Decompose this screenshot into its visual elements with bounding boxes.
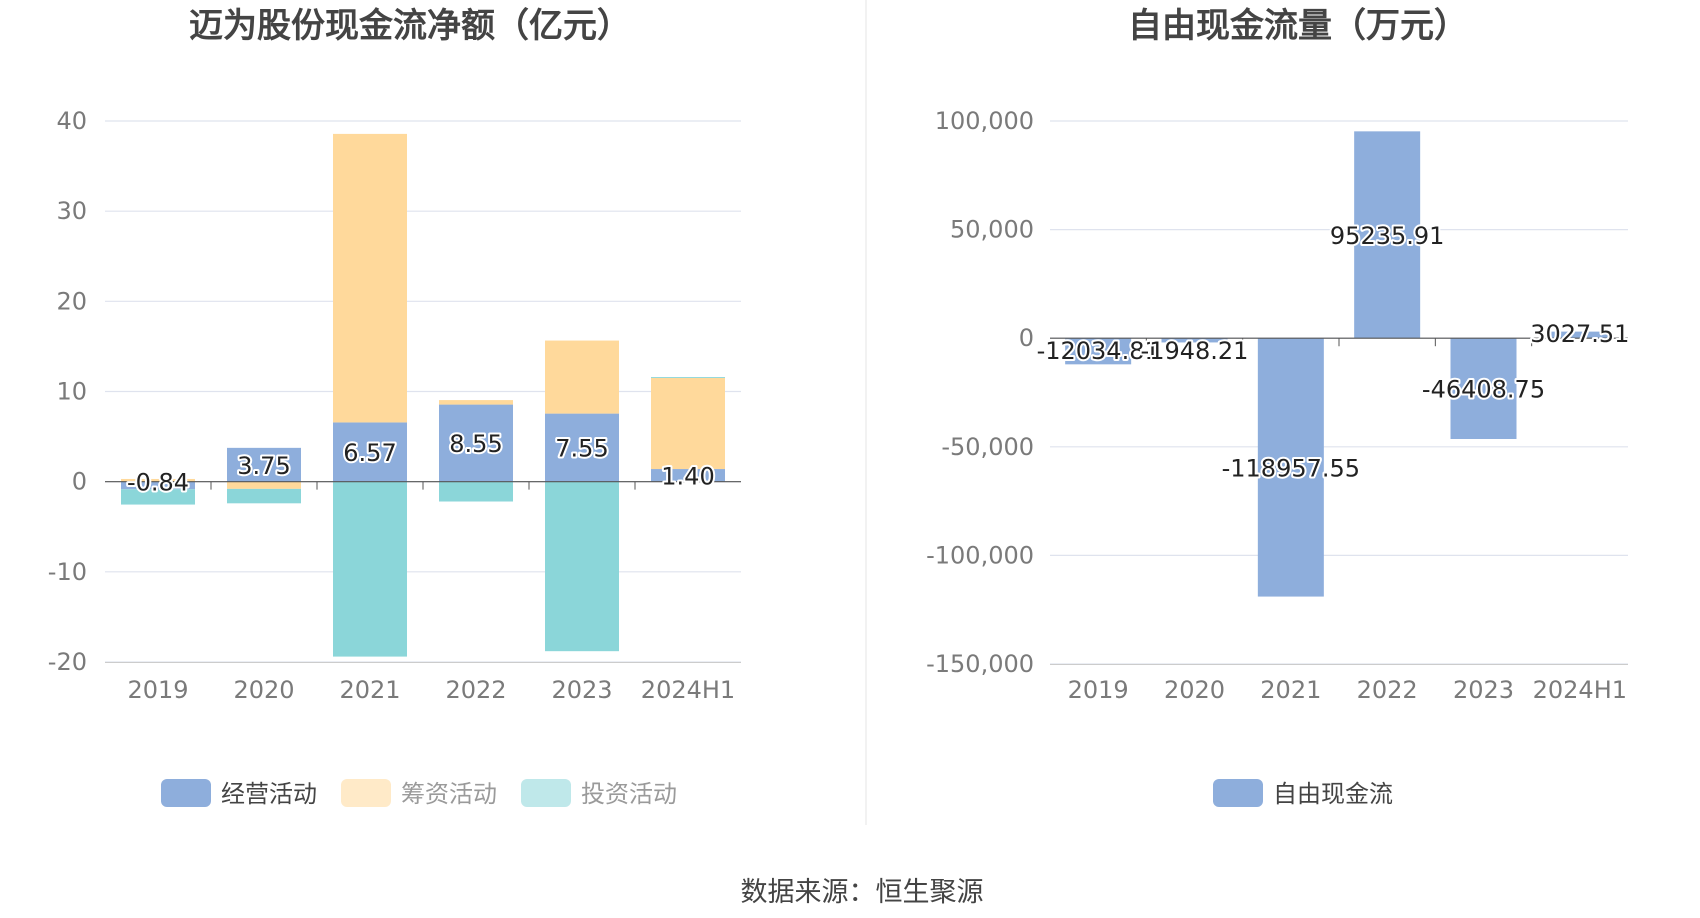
legend-swatch <box>521 779 571 807</box>
bar-2022-筹资活动 <box>439 400 513 405</box>
data-source-label: 数据来源：恒生聚源 <box>741 877 984 908</box>
data-labels: -12034.81-1948.21 -118957.55 95235.91 -4640… <box>1035 220 1632 485</box>
bar-2019-自由现金流 <box>1065 338 1132 365</box>
bar-2021-自由现金流 <box>1257 338 1324 597</box>
bar-2023-投资活动 <box>545 481 619 652</box>
x-tick-label: 2022 <box>445 676 506 704</box>
legend-swatch <box>341 779 391 807</box>
data-label: -118957.55 <box>1222 454 1360 482</box>
bar-2021-经营活动 <box>333 422 407 482</box>
x-tick-label: 2024H1 <box>641 676 735 704</box>
y-tick-label: 20 <box>56 287 87 315</box>
data-label: 7.55 <box>555 435 608 463</box>
free-cash-flow-chart: 自由现金流量（万元） 100,000 50,000 0 -50,000 -100,000… <box>926 6 1632 808</box>
bar-2024H1-筹资活动 <box>651 377 725 470</box>
bar-2021-投资活动 <box>333 481 407 657</box>
data-label: 3027.51 <box>1530 320 1629 348</box>
bar-2021-筹资活动 <box>333 133 407 423</box>
bar-2023-自由现金流 <box>1450 338 1517 439</box>
data-label: 3.75 <box>237 452 290 480</box>
x-axis: 2019 2020 2021 2022 2023 2024H1 <box>127 676 735 704</box>
bar-2024H1-投资活动 <box>651 377 725 378</box>
x-tick-label: 2024H1 <box>1533 676 1627 704</box>
data-label: -46408.75 <box>1422 376 1545 404</box>
legend-item-经营活动: 经营活动 <box>161 779 317 808</box>
x-tick-label: 2021 <box>339 676 400 704</box>
legend: 自由现金流 <box>1213 779 1393 808</box>
legend-item-筹资活动: 筹资活动 <box>341 779 497 808</box>
grid-lines <box>105 120 741 663</box>
legend-label: 经营活动 <box>221 780 317 808</box>
bar-2023-筹资活动 <box>545 340 619 414</box>
legend-label: 自由现金流 <box>1273 780 1393 808</box>
y-axis: 100,000 50,000 0 -50,000 -100,000 -150,000 <box>926 107 1034 678</box>
y-tick-label: 50,000 <box>950 216 1034 244</box>
data-label: -12034.81 <box>1037 337 1160 365</box>
bar-2022-自由现金流 <box>1354 131 1421 339</box>
x-tick-label: 2019 <box>127 676 188 704</box>
y-tick-label: -20 <box>48 648 87 676</box>
data-label: 95235.91 <box>1330 222 1445 250</box>
zero-axis <box>1050 337 1628 665</box>
x-tick-label: 2023 <box>1453 676 1514 704</box>
data-label: -1948.21 <box>1141 337 1249 365</box>
y-tick-label: -150,000 <box>926 650 1034 678</box>
bar-group <box>121 133 725 657</box>
chart-title-cash-flow: 迈为股份现金流净额（亿元） <box>189 6 631 46</box>
data-label: 1.40 <box>661 462 714 490</box>
x-axis: 2019 2020 2021 2022 2023 2024H1 <box>1068 676 1627 704</box>
y-tick-label: 0 <box>72 468 87 496</box>
y-tick-label: 10 <box>56 378 87 406</box>
bar-2024H1-经营活动 <box>651 469 725 482</box>
bar-2019-经营活动 <box>121 481 195 490</box>
legend-label: 投资活动 <box>581 780 677 808</box>
legend-swatch <box>1213 779 1263 807</box>
x-tick-label: 2020 <box>1164 676 1225 704</box>
data-labels: -0.84 3.75 6.57 8.55 7.55 1.40 <box>125 428 717 499</box>
chart-title-free-cash-flow: 自由现金流量（万元） <box>1128 6 1468 46</box>
y-tick-label: 0 <box>1019 324 1034 352</box>
bar-2020-投资活动 <box>227 488 301 504</box>
y-tick-label: 30 <box>56 197 87 225</box>
x-tick-label: 2021 <box>1260 676 1321 704</box>
bar-2023-经营活动 <box>545 413 619 482</box>
x-tick-label: 2019 <box>1068 676 1129 704</box>
bar-group <box>1065 131 1613 597</box>
legend-item-自由现金流: 自由现金流 <box>1213 779 1393 808</box>
x-tick-label: 2023 <box>551 676 612 704</box>
y-tick-label: -10 <box>48 558 87 586</box>
legend-label: 筹资活动 <box>401 780 497 808</box>
data-label: 6.57 <box>343 439 396 467</box>
bar-2019-筹资活动 <box>121 478 195 482</box>
legend: 经营活动 筹资活动 投资活动 <box>161 779 677 808</box>
bar-2022-投资活动 <box>439 481 513 502</box>
bar-2024H1-自由现金流 <box>1546 331 1613 339</box>
bar-2019-投资活动 <box>121 489 195 505</box>
zero-axis <box>105 481 741 663</box>
bar-2020-自由现金流 <box>1161 338 1228 343</box>
bar-2022-经营活动 <box>439 404 513 482</box>
y-tick-label: -50,000 <box>941 433 1034 461</box>
bar-2020-筹资活动 <box>227 481 301 489</box>
y-axis: 40 30 20 10 0 -10 -20 <box>48 107 87 676</box>
x-tick-label: 2020 <box>233 676 294 704</box>
y-tick-label: 40 <box>56 107 87 135</box>
y-tick-label: -100,000 <box>926 541 1034 569</box>
x-tick-label: 2022 <box>1357 676 1418 704</box>
legend-item-投资活动: 投资活动 <box>521 779 677 808</box>
legend-swatch <box>161 779 211 807</box>
data-label: 8.55 <box>449 430 502 458</box>
data-label: -0.84 <box>127 469 189 497</box>
bar-2020-经营活动 <box>227 447 301 482</box>
y-tick-label: 100,000 <box>935 107 1034 135</box>
